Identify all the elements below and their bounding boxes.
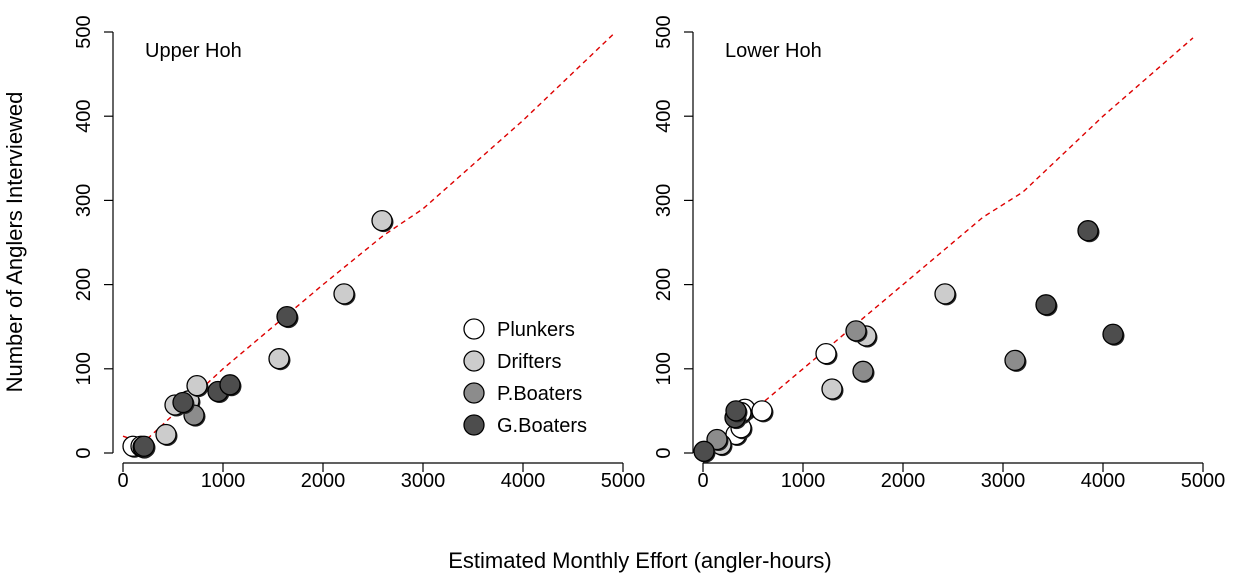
- data-point: [852, 360, 874, 382]
- legend: Plunkers Drifters P.Boaters G.Boaters: [463, 318, 587, 437]
- panel-1: 0 1000 2000 3000 4000 5000 0 100 200 300 400 500 Upp…: [73, 15, 645, 492]
- data-point: [333, 283, 355, 305]
- data-point: [219, 374, 241, 396]
- legend-swatch: [463, 318, 485, 340]
- y-tick-label: 500: [73, 15, 95, 48]
- x-tick-label: 1000: [201, 470, 246, 492]
- reference-line: [702, 37, 1194, 454]
- data-point: [1004, 349, 1026, 372]
- x-tick-label: 3000: [981, 470, 1026, 492]
- x-tick-label: 4000: [501, 470, 546, 492]
- x-tick-label: 4000: [1081, 470, 1126, 492]
- x-tick-label: 2000: [881, 470, 926, 492]
- data-point: [268, 348, 290, 370]
- panel-label: Lower Hoh: [725, 40, 822, 62]
- data-point: [133, 435, 155, 457]
- y-tick-label: 300: [653, 184, 675, 217]
- shared-y-axis-label: Number of Anglers Interviewed: [2, 92, 27, 393]
- legend-entry-label: G.Boaters: [497, 415, 587, 437]
- y-tick-label: 100: [73, 352, 95, 385]
- data-point: [155, 423, 177, 446]
- series-plunkers: [725, 342, 838, 446]
- data-point: [186, 374, 208, 397]
- data-point: [845, 320, 867, 342]
- x-tick-label: 1000: [781, 470, 826, 492]
- data-point: [371, 209, 393, 232]
- legend-swatch: [463, 414, 485, 436]
- series-p-boaters: [706, 320, 1027, 452]
- y-tick-label: 200: [73, 268, 95, 301]
- data-point: [821, 378, 843, 400]
- legend-swatch: [463, 350, 485, 372]
- y-tick-label: 0: [653, 447, 675, 458]
- data-point: [815, 342, 837, 365]
- series-g-boaters: [693, 220, 1125, 463]
- panel-label: Upper Hoh: [145, 40, 242, 62]
- y-tick-label: 100: [653, 352, 675, 385]
- x-tick-label: 2000: [301, 470, 346, 492]
- legend-entry-label: Drifters: [497, 351, 561, 373]
- data-point: [693, 440, 715, 462]
- x-tick-label: 0: [697, 470, 708, 492]
- y-tick-label: 0: [73, 447, 95, 458]
- legend-swatch: [463, 382, 485, 404]
- data-point: [934, 283, 956, 305]
- data-point: [172, 391, 194, 414]
- legend-entry-label: Plunkers: [497, 319, 575, 341]
- x-tick-label: 5000: [601, 470, 646, 492]
- data-point: [725, 400, 747, 422]
- y-tick-label: 300: [73, 184, 95, 217]
- panel-2: 0 1000 2000 3000 4000 5000 0 100 200 300 400 500 Low…: [653, 15, 1225, 492]
- panels: 0 1000 2000 3000 4000 50000100200300400500Upp…: [73, 15, 1225, 492]
- data-point: [1102, 323, 1124, 345]
- y-tick-label: 400: [73, 100, 95, 133]
- data-point: [276, 305, 298, 328]
- y-tick-label: 400: [653, 100, 675, 133]
- data-point: [751, 400, 773, 422]
- reference-line: [122, 33, 614, 444]
- legend-entry-label: P.Boaters: [497, 383, 582, 405]
- y-tick-label: 200: [653, 268, 675, 301]
- x-tick-label: 0: [117, 470, 128, 492]
- series-g-boaters: [133, 305, 299, 458]
- shared-x-axis-label: Estimated Monthly Effort (angler-hours): [448, 548, 832, 573]
- x-tick-label: 5000: [1181, 470, 1226, 492]
- y-tick-label: 500: [653, 15, 675, 48]
- data-point: [1035, 294, 1057, 316]
- x-tick-label: 3000: [401, 470, 446, 492]
- data-point: [1077, 220, 1099, 242]
